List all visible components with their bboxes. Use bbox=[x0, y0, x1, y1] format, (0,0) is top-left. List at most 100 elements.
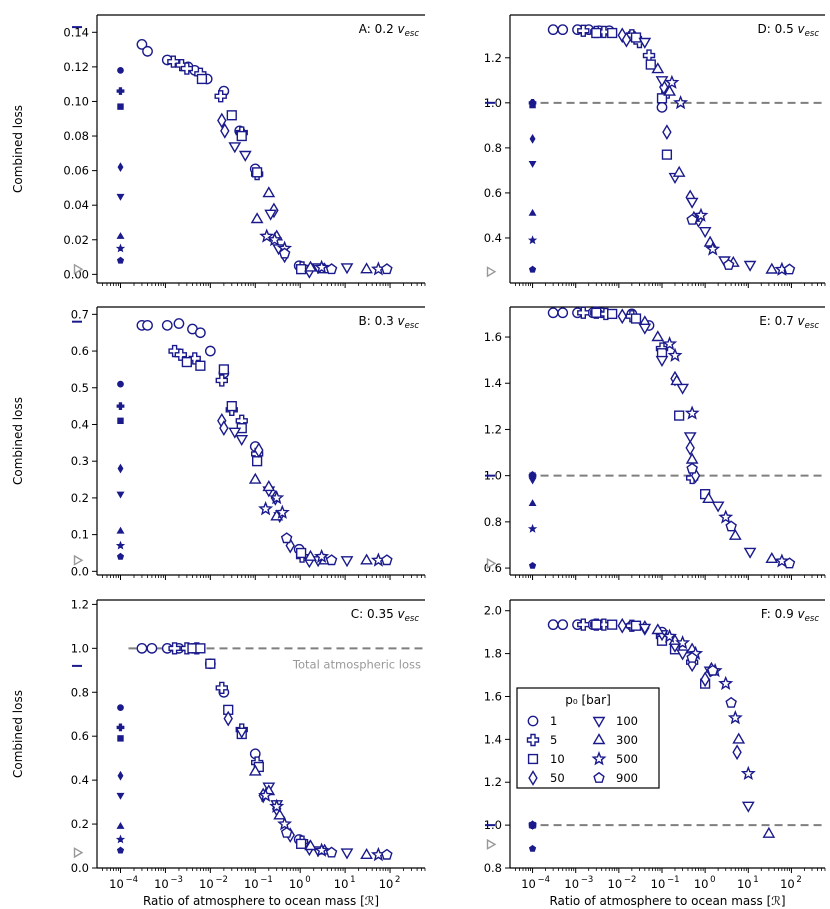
x-tick-exponent: −1 bbox=[260, 875, 273, 885]
point-square-p10 bbox=[661, 149, 673, 160]
panel-title: A: 0.2 vesc bbox=[359, 22, 420, 39]
x-tick-label: 10 bbox=[379, 877, 394, 891]
left-marker-triangle-down bbox=[528, 477, 537, 485]
point-circle-p1 bbox=[656, 101, 668, 113]
point-circle-p1 bbox=[161, 319, 173, 331]
legend: p₀ [bar] 1 5 10 50 100 300 500 900 bbox=[516, 687, 660, 789]
point-star-p500 bbox=[277, 816, 293, 831]
left-marker-star bbox=[115, 540, 126, 550]
left-marker-diamond bbox=[117, 770, 124, 781]
y-tick-label: 2.0 bbox=[484, 604, 502, 618]
left-marker-triangle-up bbox=[116, 822, 125, 829]
left-marker-star bbox=[527, 820, 538, 830]
legend-label: 50 bbox=[550, 771, 565, 785]
point-triangle-down-p100 bbox=[676, 383, 690, 395]
point-triangle-down-p100 bbox=[683, 432, 697, 444]
point-star-p500 bbox=[662, 628, 678, 643]
y-tick-label: 0.8 bbox=[484, 861, 502, 875]
point-triangle-down-p100 bbox=[340, 556, 354, 568]
point-triangle-down-p100 bbox=[655, 355, 669, 367]
point-diamond-p50 bbox=[700, 671, 710, 688]
point-triangle-down-p100 bbox=[638, 37, 652, 49]
x-tick-label: 10 bbox=[109, 877, 124, 891]
left-marker-triangle-right bbox=[486, 838, 497, 850]
point-pentagon-p900 bbox=[325, 263, 338, 275]
point-pentagon-p900 bbox=[325, 554, 338, 566]
x-tick-label: 10 bbox=[564, 877, 579, 891]
point-pentagon-p900 bbox=[686, 213, 698, 225]
point-square-p10 bbox=[205, 658, 216, 669]
point-cross-p5 bbox=[577, 618, 590, 631]
y-tick-label: 1.2 bbox=[71, 597, 89, 611]
x-tick-label: 10 bbox=[244, 877, 259, 891]
x-tick-exponent: −4 bbox=[125, 875, 138, 885]
point-star-p500 bbox=[259, 228, 275, 243]
y-tick-label: 0.8 bbox=[484, 141, 502, 155]
point-pentagon-p900 bbox=[725, 696, 737, 708]
point-cross-p5 bbox=[168, 642, 181, 655]
legend-label: 500 bbox=[616, 752, 638, 766]
y-tick-label: 0.8 bbox=[484, 515, 502, 529]
point-triangle-up-p300 bbox=[248, 472, 262, 484]
left-marker-square bbox=[117, 735, 124, 742]
point-triangle-down-p100 bbox=[638, 623, 652, 635]
point-triangle-down-p100 bbox=[238, 150, 252, 162]
panel-title: B: 0.3 vesc bbox=[359, 314, 420, 331]
y-tick-label: 0.2 bbox=[71, 491, 89, 505]
y-tick-label: 0.4 bbox=[484, 231, 502, 245]
left-marker-square bbox=[117, 417, 124, 425]
point-triangle-down-p100 bbox=[676, 649, 690, 661]
point-triangle-up-p300 bbox=[304, 549, 317, 561]
x-tick-exponent: 2 bbox=[395, 875, 400, 885]
point-pentagon-p900 bbox=[280, 826, 293, 838]
point-square-p10 bbox=[645, 59, 656, 70]
point-triangle-down-p100 bbox=[340, 848, 354, 860]
point-diamond-p50 bbox=[662, 124, 672, 140]
point-triangle-up-p300 bbox=[651, 330, 665, 342]
x-tick-exponent: 1 bbox=[350, 875, 355, 885]
point-star-p500 bbox=[718, 509, 734, 524]
point-triangle-up-p300 bbox=[304, 260, 317, 272]
point-triangle-up-p300 bbox=[663, 84, 677, 96]
point-star-p500 bbox=[314, 259, 330, 274]
point-star-p500 bbox=[667, 347, 683, 362]
point-square-p10 bbox=[607, 27, 618, 39]
point-cross-p5 bbox=[215, 374, 229, 387]
left-marker-triangle-right bbox=[486, 266, 497, 278]
left-marker-star bbox=[527, 523, 538, 533]
legend-label: 1 bbox=[550, 714, 557, 728]
x-tick-exponent: −4 bbox=[538, 875, 551, 885]
point-pentagon-p900 bbox=[722, 258, 735, 270]
point-square-p10 bbox=[252, 456, 263, 467]
point-cross-p5 bbox=[642, 49, 656, 62]
y-axis-label: Combined loss bbox=[11, 397, 25, 485]
point-diamond-p50 bbox=[621, 31, 632, 48]
point-triangle-up-p300 bbox=[765, 262, 779, 274]
x-tick-exponent: 0 bbox=[305, 875, 310, 885]
left-marker-circle bbox=[117, 704, 124, 712]
x-axis-label: Ratio of atmosphere to ocean mass [ℛ] bbox=[549, 894, 785, 908]
left-marker-triangle-down bbox=[116, 792, 125, 800]
left-marker-triangle-down bbox=[116, 491, 125, 499]
left-marker-cross bbox=[116, 87, 125, 95]
y-tick-label: 1.2 bbox=[484, 775, 502, 789]
y-tick-label: 0.12 bbox=[63, 60, 89, 74]
point-square-p10 bbox=[591, 619, 602, 630]
point-triangle-down-p100 bbox=[638, 323, 652, 335]
left-marker-star bbox=[115, 243, 126, 253]
left-marker-diamond bbox=[117, 463, 124, 474]
point-triangle-up-p300 bbox=[732, 732, 746, 744]
y-tick-label: 0.08 bbox=[63, 129, 89, 143]
y-tick-label: 0.4 bbox=[71, 773, 89, 787]
left-marker-square bbox=[529, 101, 536, 109]
left-marker-square bbox=[117, 103, 124, 110]
point-star-p500 bbox=[314, 842, 330, 857]
x-tick-exponent: 0 bbox=[710, 875, 715, 885]
point-circle-p1 bbox=[142, 319, 153, 331]
left-marker-circle bbox=[117, 380, 124, 388]
point-star-p500 bbox=[662, 336, 678, 351]
x-tick-exponent: −3 bbox=[170, 875, 183, 885]
left-marker-pentagon bbox=[528, 562, 537, 569]
legend-marker-diamond bbox=[528, 770, 538, 786]
legend-marker-circle bbox=[527, 715, 539, 727]
